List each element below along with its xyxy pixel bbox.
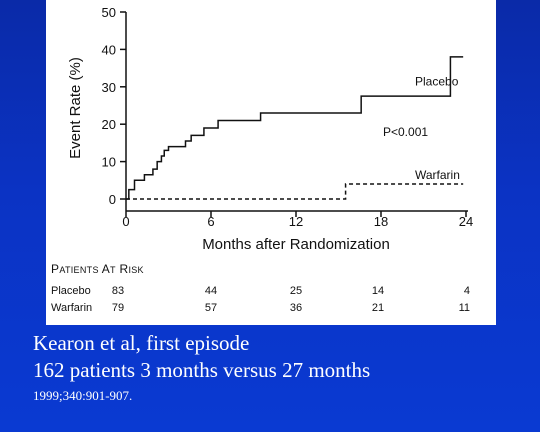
risk-value: 14 (372, 285, 384, 297)
chart-series: Placebo Warfarin (126, 56, 464, 200)
chart-figure: 0 10 20 30 40 50 0 6 12 18 24 Placebo Warfarin Even… (46, 0, 496, 325)
x-tick-label: 0 (122, 214, 129, 229)
risk-table: PATIENTS AT RISK Placebo 83 44 25 14 4 Warfarin… (51, 262, 470, 314)
y-tick-label: 30 (102, 80, 116, 95)
y-tick-label: 20 (102, 117, 116, 132)
risk-value: 57 (205, 302, 217, 314)
y-tick-label: 10 (102, 155, 116, 170)
x-tick-label: 12 (289, 214, 303, 229)
risk-row-label: Warfarin (51, 302, 92, 314)
caption-line-2: 162 patients 3 months versus 27 months (33, 358, 371, 382)
y-tick-label: 50 (102, 5, 116, 20)
risk-value: 11 (459, 302, 470, 314)
risk-table-header: PATIENTS AT RISK (51, 262, 144, 276)
risk-value: 4 (464, 285, 470, 297)
caption-citation: 1999;340:901-907. (33, 388, 133, 403)
risk-value: 83 (112, 285, 124, 297)
caption-line-1: Kearon et al, first episode (33, 331, 250, 355)
p-value-annotation: P<0.001 (383, 125, 428, 139)
x-tick-label: 18 (374, 214, 388, 229)
x-tick-label: 24 (459, 214, 473, 229)
series-line-warfarin (126, 183, 464, 200)
risk-value: 36 (290, 302, 302, 314)
x-tick-label: 6 (207, 214, 214, 229)
y-tick-label: 40 (102, 42, 116, 57)
chart-svg: 0 10 20 30 40 50 0 6 12 18 24 Placebo Warfarin Even… (51, 5, 474, 314)
risk-value: 79 (112, 302, 124, 314)
slide-caption: Kearon et al, first episode 162 patients… (33, 330, 533, 406)
y-axis-title: Event Rate (%) (67, 57, 84, 159)
y-tick-label: 0 (109, 192, 116, 207)
risk-value: 21 (372, 302, 384, 314)
series-label-warfarin: Warfarin (415, 168, 460, 182)
risk-value: 44 (205, 285, 217, 297)
x-axis-title: Months after Randomization (202, 236, 390, 253)
risk-value: 25 (290, 285, 302, 297)
chart-axes: 0 10 20 30 40 50 0 6 12 18 24 (102, 5, 474, 229)
series-label-placebo: Placebo (415, 75, 459, 89)
risk-row-label: Placebo (51, 285, 91, 297)
series-line-placebo (126, 56, 464, 200)
